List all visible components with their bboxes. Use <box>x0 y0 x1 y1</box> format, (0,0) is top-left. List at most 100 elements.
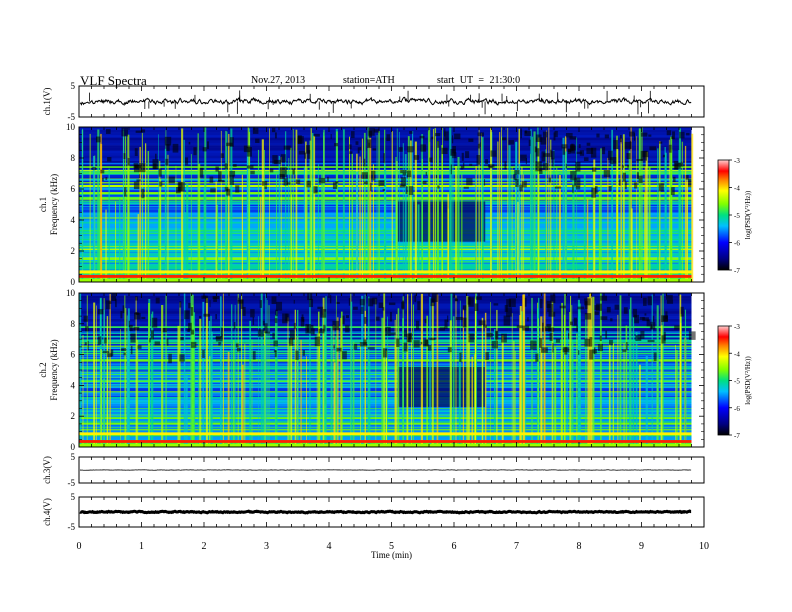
sferic-streak <box>237 293 239 447</box>
spectrogram-speckle <box>373 128 380 133</box>
waveform-trace-5 <box>79 509 692 515</box>
spectrogram-speckle <box>84 342 87 346</box>
sferic-streak <box>159 179 162 282</box>
spectrogram-speckle <box>568 332 570 339</box>
spectrogram-speckle <box>680 306 684 317</box>
sferic-streak <box>151 311 154 447</box>
spectrogram-speckle <box>257 329 264 337</box>
colorbar-tick-label: -6 <box>734 405 740 413</box>
spectrogram-speckle <box>661 315 668 322</box>
sferic-streak <box>684 309 687 447</box>
spectrogram-speckle <box>128 320 130 328</box>
spectrogram-speckle <box>508 298 516 308</box>
x-tick-label: 0 <box>77 541 82 552</box>
strong-band <box>79 278 692 282</box>
spectrogram-speckle <box>229 137 234 147</box>
spectrogram-speckle <box>246 147 252 157</box>
spectrogram-speckle <box>604 134 609 139</box>
spectrogram-speckle <box>92 167 96 171</box>
sferic-streak <box>612 343 615 447</box>
spectrogram-speckle <box>275 309 278 317</box>
spectrogram-speckle <box>121 127 129 137</box>
colorbar-3 <box>717 325 730 436</box>
sferic-streak <box>589 293 591 447</box>
sferic-streak <box>449 320 452 447</box>
spectrogram-speckle <box>406 170 412 178</box>
sferic-streak <box>295 129 298 282</box>
sferic-streak <box>586 199 589 282</box>
sferic-streak <box>404 154 407 282</box>
sferic-streak <box>648 167 651 282</box>
sferic-streak <box>127 346 129 447</box>
spectrogram-speckle <box>435 175 438 178</box>
sferic-streak <box>260 293 263 447</box>
spectrogram-speckle <box>215 314 217 320</box>
y-tick-label: 8 <box>71 153 76 163</box>
sferic-streak <box>105 209 107 282</box>
spectrogram-speckle <box>668 144 672 153</box>
spectrogram-speckle <box>389 311 392 322</box>
spectrogram-speckle <box>576 325 578 332</box>
colorbar-tick-label: -5 <box>734 212 740 220</box>
sferic-streak <box>583 172 586 282</box>
sferic-streak <box>499 132 501 282</box>
y-tick-label: 10 <box>66 122 76 132</box>
spectrogram-speckle <box>572 184 574 193</box>
sferic-streak <box>337 317 339 447</box>
sferic-streak <box>455 165 458 282</box>
sferic-streak <box>536 308 539 447</box>
sferic-streak <box>548 127 550 282</box>
spectrogram-speckle <box>185 157 189 165</box>
spectrogram-line <box>79 429 692 431</box>
spectrogram-speckle <box>455 316 463 321</box>
spectrogram-speckle <box>293 299 295 304</box>
sferic-streak <box>246 148 249 282</box>
sferic-streak <box>411 131 414 282</box>
spectrogram-speckle <box>272 155 278 164</box>
spectrogram-speckle <box>463 186 469 189</box>
spectrogram-speckle <box>159 181 163 187</box>
sferic-streak <box>309 140 312 282</box>
spectrogram-line <box>79 414 692 416</box>
sferic-streak <box>381 317 384 447</box>
spectrogram-speckle <box>647 339 655 343</box>
spectrogram-speckle <box>199 167 204 178</box>
spectrogram-band <box>79 303 692 307</box>
spectrogram-line <box>79 442 692 445</box>
spectrogram-speckle <box>661 335 666 344</box>
spectrogram-speckle <box>508 140 515 145</box>
sferic-streak <box>517 201 519 282</box>
sferic-streak <box>125 308 127 447</box>
sferic-streak <box>199 318 202 447</box>
sferic-streak <box>204 127 207 283</box>
spectrogram-speckle <box>308 298 314 308</box>
spectrogram-speckle <box>548 177 551 183</box>
sferic-streak <box>197 133 199 282</box>
y-axis-label-4: ch.3(V) <box>42 456 52 484</box>
spectrogram-speckle <box>608 186 612 191</box>
sferic-streak <box>501 335 504 447</box>
spectrogram-speckle <box>437 140 440 148</box>
spectrogram-speckle <box>210 188 216 193</box>
spectrogram-speckle <box>600 316 608 320</box>
spectrogram-speckle <box>561 144 568 149</box>
spectrogram-speckle <box>629 131 635 137</box>
sferic-streak <box>387 316 388 447</box>
sferic-streak <box>478 128 480 282</box>
spectrogram-speckle <box>360 306 364 314</box>
sferic-streak <box>119 198 121 282</box>
sferic-streak <box>185 375 188 447</box>
sferic-streak <box>210 315 212 447</box>
spectrogram-line <box>79 381 692 383</box>
spectrogram-speckle <box>135 130 142 133</box>
y-tick-label: 10 <box>66 288 76 298</box>
spectrogram-speckle <box>301 314 304 322</box>
sferic-streak <box>635 331 638 447</box>
sferic-streak <box>494 329 496 447</box>
sferic-streak <box>484 312 487 447</box>
sferic-streak <box>572 170 575 282</box>
sferic-streak <box>108 168 110 282</box>
spectrogram-speckle <box>686 132 690 136</box>
spectrogram-speckle <box>643 297 647 306</box>
sferic-streak <box>222 293 224 447</box>
